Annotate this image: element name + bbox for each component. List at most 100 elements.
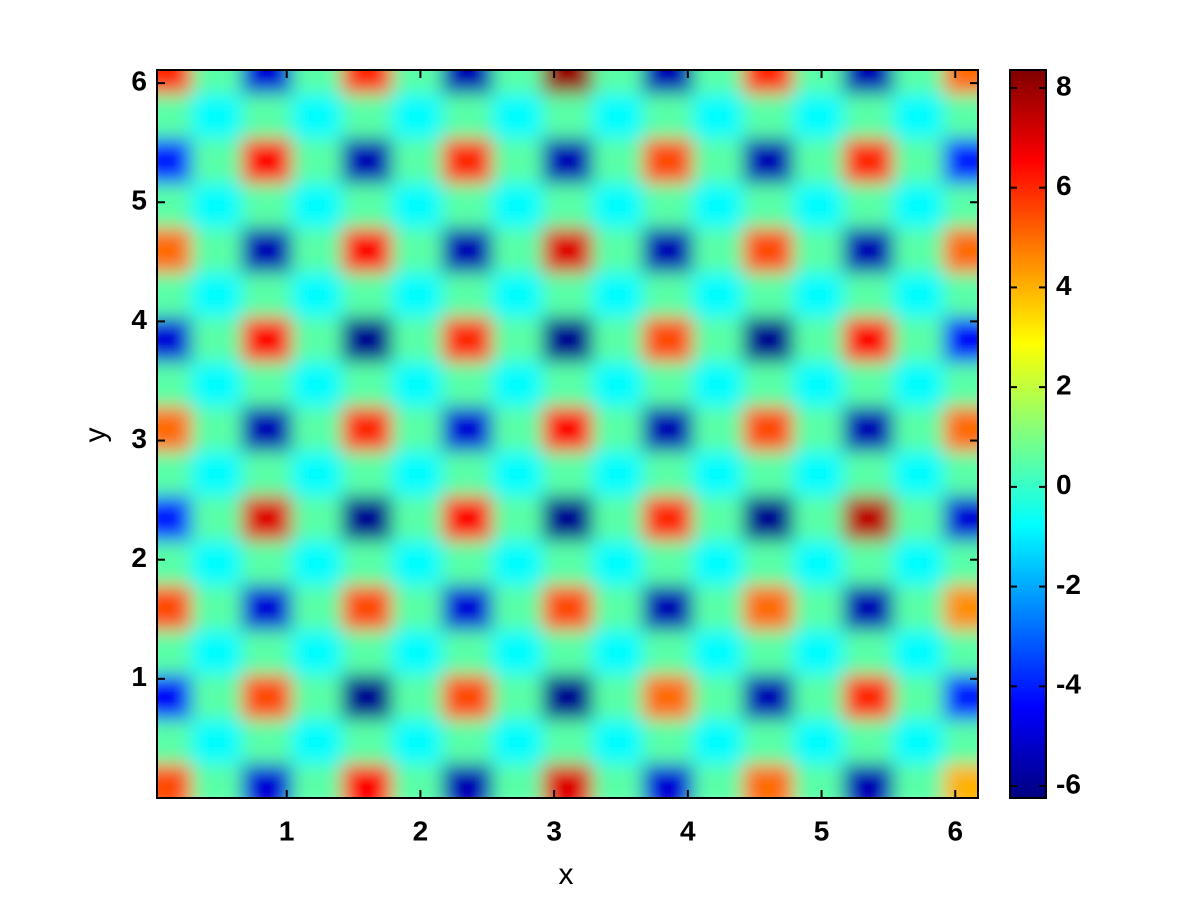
heat-cell <box>392 93 443 139</box>
heat-cell <box>241 674 293 720</box>
heat-cell <box>291 272 343 318</box>
heat-cell <box>742 450 794 497</box>
y-axis-label: y <box>79 428 112 443</box>
heat-cell <box>241 719 293 765</box>
heat-cell <box>157 719 192 765</box>
heat-cell <box>692 93 744 139</box>
heat-cell <box>392 227 443 273</box>
heat-cell <box>157 227 192 273</box>
heat-cell <box>793 316 844 363</box>
heat-cell <box>592 70 644 95</box>
heat-cell <box>241 763 293 798</box>
heat-cell <box>943 495 978 541</box>
heat-cell <box>341 540 393 586</box>
y-tick-label: 2 <box>131 542 147 573</box>
heat-cell <box>893 316 945 363</box>
heat-cell <box>492 719 543 765</box>
heat-cell <box>291 227 343 273</box>
heat-cell <box>442 227 493 273</box>
heat-cell <box>392 316 443 363</box>
heat-cell <box>843 495 894 541</box>
heat-cell <box>191 316 243 363</box>
heat-cell <box>492 406 543 452</box>
heat-cell <box>341 70 393 95</box>
heat-cell <box>492 70 543 95</box>
heat-cell <box>742 272 794 318</box>
heat-cell <box>191 674 243 720</box>
heat-cell <box>742 406 794 452</box>
heat-cell <box>392 585 443 631</box>
heat-cell <box>692 629 744 675</box>
heat-cell <box>592 316 644 363</box>
heat-cell <box>793 361 844 407</box>
y-tick-label: 3 <box>131 423 147 454</box>
heat-cell <box>793 450 844 497</box>
heat-cell <box>642 629 694 675</box>
heat-cell <box>341 227 393 273</box>
heat-cell <box>291 406 343 452</box>
heat-cell <box>893 763 945 798</box>
heat-cell <box>392 719 443 765</box>
axes-frame <box>156 69 979 799</box>
heat-cell <box>241 361 293 407</box>
heat-cell <box>341 361 393 407</box>
heat-cell <box>692 719 744 765</box>
heat-cell <box>893 182 945 229</box>
heat-cell <box>793 227 844 273</box>
x-tick-label: 6 <box>947 815 963 846</box>
heat-cell <box>793 495 844 541</box>
heat-cell <box>191 70 243 95</box>
heat-cell <box>241 272 293 318</box>
heat-cell <box>893 272 945 318</box>
heat-cell <box>442 182 493 229</box>
heat-cell <box>742 316 794 363</box>
heat-cell <box>943 70 978 95</box>
heat-cell <box>592 182 644 229</box>
heat-cell <box>492 495 543 541</box>
heat-cell <box>692 182 744 229</box>
heat-cell <box>157 182 192 229</box>
heat-cell <box>392 361 443 407</box>
heat-cell <box>191 540 243 586</box>
heat-cell <box>642 406 694 452</box>
heat-cell <box>442 316 493 363</box>
heat-cell <box>191 763 243 798</box>
heat-cell <box>893 450 945 497</box>
heat-cell <box>592 495 644 541</box>
heat-cell <box>642 540 694 586</box>
heat-cell <box>492 138 543 184</box>
heat-cell <box>341 316 393 363</box>
heat-cell <box>642 763 694 798</box>
heat-cell <box>157 272 192 318</box>
heat-cell <box>943 406 978 452</box>
heat-cell <box>742 182 794 229</box>
heat-cell <box>392 138 443 184</box>
heat-cell <box>642 182 694 229</box>
heat-cell <box>442 495 493 541</box>
heat-cell <box>592 406 644 452</box>
y-tick-label: 4 <box>131 304 147 335</box>
heat-cell <box>742 361 794 407</box>
heat-cell <box>592 763 644 798</box>
heat-cell <box>492 674 543 720</box>
heat-cell <box>241 227 293 273</box>
heat-cell <box>742 93 794 139</box>
heat-cell <box>742 227 794 273</box>
heat-cell <box>191 450 243 497</box>
heat-cell <box>291 93 343 139</box>
heat-cell <box>642 227 694 273</box>
heat-cell <box>392 495 443 541</box>
heat-cell <box>191 406 243 452</box>
heat-cell <box>592 361 644 407</box>
heat-cell <box>943 540 978 586</box>
heat-cell <box>241 70 293 95</box>
heat-cell <box>157 361 192 407</box>
heat-cell <box>843 182 894 229</box>
heat-cell <box>157 495 192 541</box>
heat-cell <box>241 629 293 675</box>
heat-cell <box>341 406 393 452</box>
y-tick-label: 1 <box>131 661 147 692</box>
heat-cell <box>492 763 543 798</box>
heat-cell <box>291 182 343 229</box>
heat-cell <box>157 585 192 631</box>
